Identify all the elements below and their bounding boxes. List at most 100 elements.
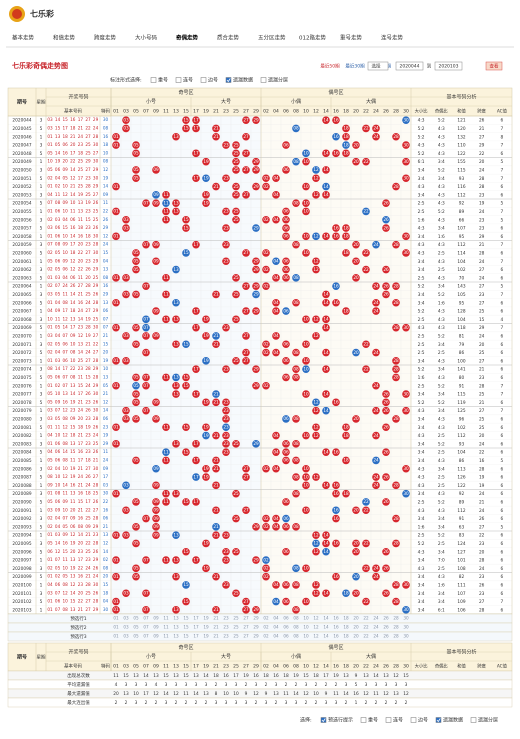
preselect-number[interactable]: 29 bbox=[253, 625, 259, 630]
preselect-number[interactable]: 16 bbox=[333, 625, 339, 630]
preselect-number[interactable]: 26 bbox=[383, 634, 389, 639]
checkbox[interactable] bbox=[410, 717, 417, 723]
preselect-number[interactable]: 05 bbox=[133, 634, 139, 639]
preselect-number[interactable]: 08 bbox=[293, 616, 299, 621]
period-link[interactable]: 最近30期 bbox=[345, 63, 365, 70]
preselect-number[interactable]: 27 bbox=[243, 616, 249, 621]
preselect-number[interactable]: 10 bbox=[303, 634, 309, 639]
preselect-number[interactable]: 16 bbox=[333, 634, 339, 639]
preselect-number[interactable]: 12 bbox=[313, 625, 319, 630]
checkbox[interactable] bbox=[225, 77, 232, 83]
preselect-number[interactable]: 30 bbox=[403, 625, 409, 630]
preselect-number[interactable]: 09 bbox=[153, 625, 159, 630]
nav-tab[interactable]: 五分区走势 bbox=[258, 34, 286, 42]
preselect-number[interactable]: 01 bbox=[113, 634, 119, 639]
checkbox[interactable] bbox=[260, 77, 267, 83]
preselect-number[interactable]: 04 bbox=[273, 625, 279, 630]
from-input[interactable] bbox=[395, 61, 424, 71]
nav-tab[interactable]: 跨度走势 bbox=[94, 34, 117, 42]
preselect-number[interactable]: 28 bbox=[393, 625, 399, 630]
preselect-number[interactable]: 19 bbox=[203, 634, 209, 639]
preselect-number[interactable]: 11 bbox=[163, 616, 169, 621]
preselect-number[interactable]: 05 bbox=[133, 625, 139, 630]
preselect-number[interactable]: 12 bbox=[313, 616, 319, 621]
view-button[interactable] bbox=[485, 61, 503, 71]
preselect-number[interactable]: 13 bbox=[173, 616, 179, 621]
preselect-number[interactable]: 26 bbox=[383, 616, 389, 621]
preselect-number[interactable]: 06 bbox=[283, 616, 289, 621]
preselect-number[interactable]: 29 bbox=[253, 634, 259, 639]
nav-tab[interactable]: 大小号码 bbox=[135, 34, 158, 42]
preselect-number[interactable]: 28 bbox=[393, 616, 399, 621]
preselect-number[interactable]: 22 bbox=[363, 625, 369, 630]
preselect-number[interactable]: 24 bbox=[373, 616, 379, 621]
preselect-number[interactable]: 20 bbox=[353, 625, 359, 630]
preselect-number[interactable]: 08 bbox=[293, 625, 299, 630]
preselect-number[interactable]: 06 bbox=[283, 634, 289, 639]
preselect-number[interactable]: 03 bbox=[123, 634, 129, 639]
preselect-number[interactable]: 12 bbox=[313, 634, 319, 639]
preselect-number[interactable]: 03 bbox=[123, 625, 129, 630]
checkbox[interactable] bbox=[470, 717, 477, 723]
preselect-number[interactable]: 19 bbox=[203, 616, 209, 621]
preselect-number[interactable]: 09 bbox=[153, 634, 159, 639]
nav-tab[interactable]: 质合走势 bbox=[217, 34, 240, 42]
preselect-number[interactable]: 13 bbox=[173, 625, 179, 630]
preselect-number[interactable]: 25 bbox=[233, 616, 239, 621]
preselect-number[interactable]: 23 bbox=[223, 634, 229, 639]
preselect-number[interactable]: 20 bbox=[353, 634, 359, 639]
preselect-number[interactable]: 22 bbox=[363, 616, 369, 621]
preselect-number[interactable]: 14 bbox=[323, 634, 329, 639]
preselect-number[interactable]: 07 bbox=[143, 616, 149, 621]
preselect-number[interactable]: 08 bbox=[293, 634, 299, 639]
preselect-number[interactable]: 24 bbox=[373, 625, 379, 630]
preselect-number[interactable]: 20 bbox=[353, 616, 359, 621]
preselect-number[interactable]: 07 bbox=[143, 625, 149, 630]
checkbox[interactable] bbox=[175, 77, 182, 83]
preselect-number[interactable]: 27 bbox=[243, 634, 249, 639]
preselect-number[interactable]: 18 bbox=[343, 634, 349, 639]
preselect-number[interactable]: 25 bbox=[233, 634, 239, 639]
preselect-number[interactable]: 30 bbox=[403, 616, 409, 621]
preselect-number[interactable]: 15 bbox=[183, 634, 189, 639]
preselect-number[interactable]: 16 bbox=[333, 616, 339, 621]
preselect-number[interactable]: 07 bbox=[143, 634, 149, 639]
preselect-number[interactable]: 11 bbox=[163, 625, 169, 630]
preselect-number[interactable]: 06 bbox=[283, 625, 289, 630]
preselect-number[interactable]: 02 bbox=[263, 625, 269, 630]
preselect-number[interactable]: 15 bbox=[183, 616, 189, 621]
preselect-number[interactable]: 28 bbox=[393, 634, 399, 639]
nav-tab[interactable]: 连号走势 bbox=[381, 34, 404, 42]
preselect-number[interactable]: 02 bbox=[263, 634, 269, 639]
preselect-number[interactable]: 19 bbox=[203, 625, 209, 630]
preselect-number[interactable]: 01 bbox=[113, 625, 119, 630]
preselect-number[interactable]: 10 bbox=[303, 616, 309, 621]
preselect-number[interactable]: 27 bbox=[243, 625, 249, 630]
preselect-number[interactable]: 29 bbox=[253, 616, 259, 621]
preselect-number[interactable]: 30 bbox=[403, 634, 409, 639]
nav-tab[interactable]: 和值走势 bbox=[53, 34, 76, 42]
checkbox[interactable] bbox=[385, 717, 392, 723]
preselect-number[interactable]: 03 bbox=[123, 616, 129, 621]
preselect-number[interactable]: 22 bbox=[363, 634, 369, 639]
preselect-number[interactable]: 04 bbox=[273, 634, 279, 639]
nav-tab[interactable]: 基本走势 bbox=[12, 34, 35, 42]
preselect-number[interactable]: 17 bbox=[193, 625, 199, 630]
preselect-number[interactable]: 23 bbox=[223, 616, 229, 621]
preselect-number[interactable]: 25 bbox=[233, 625, 239, 630]
preselect-number[interactable]: 26 bbox=[383, 625, 389, 630]
preselect-number[interactable]: 13 bbox=[173, 634, 179, 639]
preselect-number[interactable]: 18 bbox=[343, 625, 349, 630]
preselect-number[interactable]: 21 bbox=[213, 625, 219, 630]
to-input[interactable] bbox=[434, 61, 463, 71]
preselect-number[interactable]: 02 bbox=[263, 616, 269, 621]
checkbox[interactable] bbox=[200, 77, 207, 83]
preselect-number[interactable]: 23 bbox=[223, 625, 229, 630]
preselect-number[interactable]: 21 bbox=[213, 634, 219, 639]
checkbox[interactable] bbox=[360, 717, 367, 723]
preselect-number[interactable]: 04 bbox=[273, 616, 279, 621]
preselect-number[interactable]: 01 bbox=[113, 616, 119, 621]
preselect-number[interactable]: 17 bbox=[193, 634, 199, 639]
preselect-number[interactable]: 24 bbox=[373, 634, 379, 639]
preselect-number[interactable]: 21 bbox=[213, 616, 219, 621]
